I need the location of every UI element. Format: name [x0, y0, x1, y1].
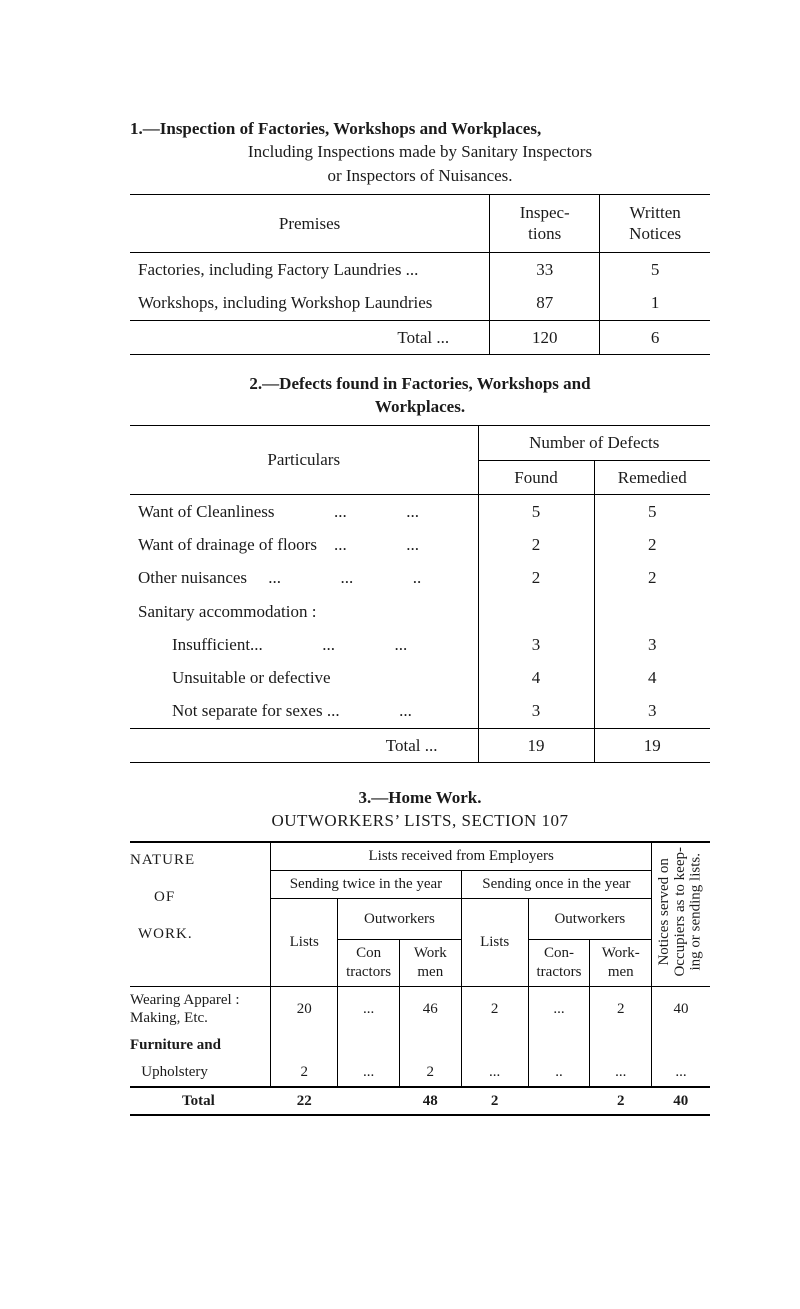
h-workmen-1: Work men: [399, 940, 461, 987]
t2-total-b: 19: [594, 728, 710, 762]
t2-r3-a: 2: [478, 561, 594, 594]
section-2-title-1: 2.—Defects found in Factories, Workshops…: [130, 373, 710, 394]
h-outworkers-1: Outworkers: [338, 898, 461, 939]
t3-r2-c3: 2: [399, 1059, 461, 1087]
t1-total-b: 6: [600, 320, 710, 354]
h-workmen-2: Work- men: [590, 940, 652, 987]
section-1-sub-1: Including Inspections made by Sanitary I…: [130, 141, 710, 162]
t1-row-2-label: Workshops, including Workshop Laundries: [130, 286, 490, 320]
h-nature: NATURE: [130, 851, 266, 870]
h-lists-received: Lists received from Employers: [271, 842, 652, 870]
col-particulars: Particulars: [130, 426, 478, 495]
col-defects-group: Number of Defects: [478, 426, 710, 460]
h-send-twice: Sending twice in the year: [271, 871, 461, 899]
col-found: Found: [478, 460, 594, 494]
t3-r2-pre: Furniture and: [130, 1032, 271, 1059]
t2-r2-b: 2: [594, 528, 710, 561]
t1-row-1-a: 33: [490, 253, 600, 287]
h-side-note: Notices served on Occupiers as to keep- …: [652, 842, 710, 986]
h-outworkers-2: Outworkers: [528, 898, 651, 939]
t3-total-c4: 2: [461, 1087, 528, 1116]
t3-r1-c5: ...: [528, 986, 590, 1032]
t3-r1-c4: 2: [461, 986, 528, 1032]
t3-total-c1: 22: [271, 1087, 338, 1116]
t2-r5-b: 3: [594, 628, 710, 661]
section-3-title: 3.—Home Work.: [130, 787, 710, 808]
t3-total-c3: 48: [399, 1087, 461, 1116]
t2-r2-a: 2: [478, 528, 594, 561]
col-inspections: Inspec- tions: [490, 194, 600, 252]
t2-r2-label: Want of drainage of floors ... ...: [130, 528, 478, 561]
t3-r2-c4: ...: [461, 1059, 528, 1087]
table-inspections: Premises Inspec- tions Written Notices F…: [130, 194, 710, 355]
t3-r1-c6: 2: [590, 986, 652, 1032]
t2-r4-a: [478, 595, 594, 628]
t2-r4-label: Sanitary accommodation :: [130, 595, 478, 628]
t1-row-1-label: Factories, including Factory Laundries .…: [130, 253, 490, 287]
table-defects: Particulars Number of Defects Found Reme…: [130, 425, 710, 763]
t3-total-c5: [528, 1087, 590, 1116]
t3-r2-c2: ...: [338, 1059, 400, 1087]
h-con-1: Con tractors: [338, 940, 400, 987]
t3-r2-c5: ..: [528, 1059, 590, 1087]
t3-total-c6: 2: [590, 1087, 652, 1116]
t2-r6-a: 4: [478, 661, 594, 694]
section-1-sub-2: or Inspectors of Nuisances.: [130, 165, 710, 186]
t3-r1-c1: 20: [271, 986, 338, 1032]
t3-r1-c2: ...: [338, 986, 400, 1032]
h-send-once: Sending once in the year: [461, 871, 651, 899]
t2-r1-a: 5: [478, 494, 594, 528]
col-remedied: Remedied: [594, 460, 710, 494]
section-3-sub: OUTWORKERS’ LISTS, SECTION 107: [130, 810, 710, 831]
t3-total-label: Total: [130, 1087, 271, 1116]
t2-total-a: 19: [478, 728, 594, 762]
t3-total-c7: 40: [652, 1087, 710, 1116]
t1-total-a: 120: [490, 320, 600, 354]
h-lists-2: Lists: [461, 898, 528, 986]
t2-r4-b: [594, 595, 710, 628]
t3-r2-c7: ...: [652, 1059, 710, 1087]
t3-r2-c1: 2: [271, 1059, 338, 1087]
t2-r7-label: Not separate for sexes ... ...: [130, 694, 478, 728]
t2-r6-label: Unsuitable or defective: [130, 661, 478, 694]
t2-r1-b: 5: [594, 494, 710, 528]
col-premises: Premises: [130, 194, 490, 252]
t1-total-label: Total ...: [130, 320, 490, 354]
t2-r3-b: 2: [594, 561, 710, 594]
t3-r1-c7: 40: [652, 986, 710, 1032]
t2-total-label: Total ...: [130, 728, 478, 762]
t2-r5-label: Insufficient... ... ...: [130, 628, 478, 661]
t2-r5-a: 3: [478, 628, 594, 661]
t2-r6-b: 4: [594, 661, 710, 694]
t1-row-2-a: 87: [490, 286, 600, 320]
t2-r3-label: Other nuisances ... ... ..: [130, 561, 478, 594]
t2-r7-b: 3: [594, 694, 710, 728]
t2-r1-label: Want of Cleanliness ... ...: [130, 494, 478, 528]
section-2-title-2: Workplaces.: [130, 396, 710, 417]
h-lists-1: Lists: [271, 898, 338, 986]
t3-r1-label: Wearing Apparel : Making, Etc.: [130, 986, 271, 1032]
t1-row-1-b: 5: [600, 253, 710, 287]
h-con-2: Con- tractors: [528, 940, 590, 987]
t1-row-2-b: 1: [600, 286, 710, 320]
t3-total-c2: [338, 1087, 400, 1116]
t3-r2-label: Upholstery: [130, 1059, 271, 1087]
h-of: OF: [130, 888, 266, 907]
t3-r2-c6: ...: [590, 1059, 652, 1087]
table-outworkers: NATURE OF WORK. Lists received from Empl…: [130, 841, 710, 1116]
section-1-title: 1.—Inspection of Factories, Workshops an…: [130, 118, 710, 139]
t3-r1-c3: 46: [399, 986, 461, 1032]
col-notices: Written Notices: [600, 194, 710, 252]
h-work: WORK.: [130, 925, 266, 944]
t2-r7-a: 3: [478, 694, 594, 728]
